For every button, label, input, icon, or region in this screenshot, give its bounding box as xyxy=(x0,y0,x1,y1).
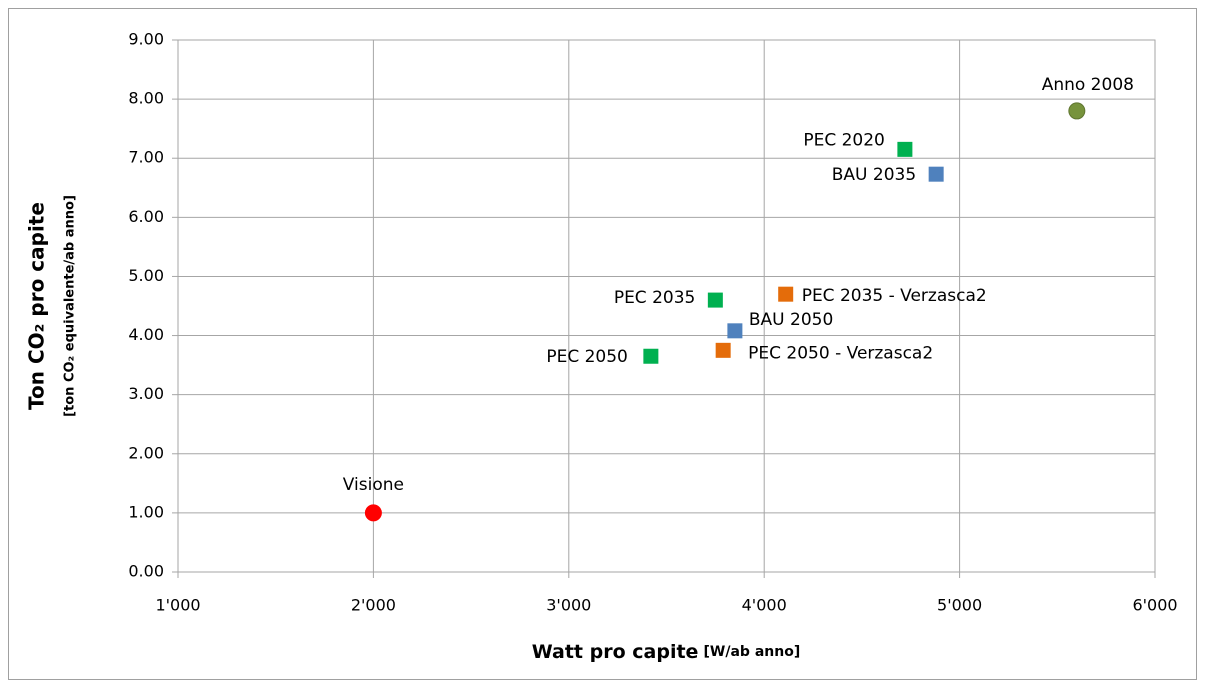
point-label: BAU 2035 xyxy=(832,165,916,185)
point xyxy=(1068,102,1086,120)
point-label: PEC 2050 - Verzasca2 xyxy=(748,343,933,363)
point-label: PEC 2050 xyxy=(546,347,628,367)
y-tick-label: 9.00 xyxy=(128,30,164,49)
x-tick-label: 2'000 xyxy=(351,596,396,615)
point-label: PEC 2020 xyxy=(803,130,885,150)
point-label: BAU 2050 xyxy=(749,310,833,330)
x-axis-sublabel: [W/ab anno] xyxy=(704,644,801,660)
y-tick-label: 1.00 xyxy=(128,502,164,521)
point xyxy=(643,348,659,364)
y-tick-label: 3.00 xyxy=(128,384,164,403)
x-axis-label: Watt pro capite xyxy=(532,641,699,663)
y-tick-label: 7.00 xyxy=(128,148,164,167)
point-label: Visione xyxy=(343,475,404,495)
y-tick-label: 4.00 xyxy=(128,325,164,344)
x-tick-label: 4'000 xyxy=(742,596,787,615)
y-tick-label: 8.00 xyxy=(128,89,164,108)
x-tick-label: 1'000 xyxy=(155,596,200,615)
y-axis-sublabel: [ton CO₂ equivalente/ab anno] xyxy=(63,195,78,417)
x-axis-title: Watt pro capite [W/ab anno] xyxy=(532,641,800,663)
point xyxy=(715,342,731,358)
point-label: PEC 2035 - Verzasca2 xyxy=(802,286,987,306)
y-tick-label: 6.00 xyxy=(128,207,164,226)
point xyxy=(928,166,944,182)
x-tick-label: 5'000 xyxy=(937,596,982,615)
point-label: Anno 2008 xyxy=(1042,75,1134,95)
point xyxy=(707,292,723,308)
y-tick-label: 2.00 xyxy=(128,443,164,462)
x-tick-label: 3'000 xyxy=(546,596,591,615)
point xyxy=(778,286,794,302)
point-label: PEC 2035 xyxy=(614,288,696,308)
point xyxy=(727,323,743,339)
point xyxy=(897,141,913,157)
plot-border xyxy=(177,39,1156,573)
y-tick-label: 5.00 xyxy=(128,266,164,285)
y-axis-label: Ton CO₂ pro capite xyxy=(25,202,49,410)
chart-border xyxy=(8,8,1197,680)
x-tick-label: 6'000 xyxy=(1132,596,1177,615)
y-tick-label: 0.00 xyxy=(128,562,164,581)
point xyxy=(364,504,382,522)
